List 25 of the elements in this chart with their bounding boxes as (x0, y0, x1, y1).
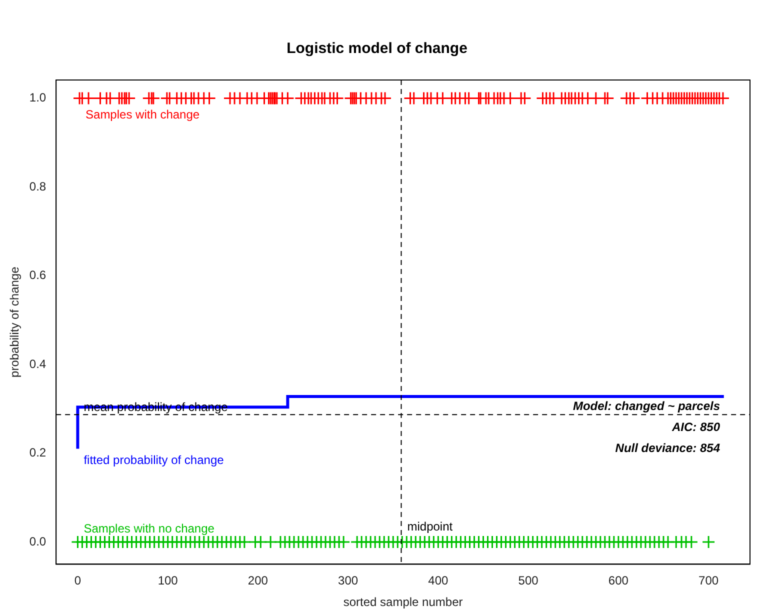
series-label: Samples with change (86, 108, 200, 122)
y-axis-title: probability of change (8, 266, 22, 378)
x-tick-label: 500 (518, 574, 539, 588)
annotation: Null deviance: 854 (615, 441, 720, 456)
x-tick-label: 0 (74, 574, 82, 588)
annotation: Model: changed ~ parcels (572, 399, 720, 414)
y-tick-label: 0.6 (29, 268, 46, 282)
series-label: fitted probability of change (84, 453, 224, 468)
y-tick-label: 0.8 (29, 179, 46, 194)
y-tick-label: 1.0 (29, 90, 46, 105)
ref-line-label: mean probability of change (84, 400, 228, 414)
y-tick-label: 0.4 (29, 356, 46, 371)
x-tick-label: 700 (698, 574, 719, 588)
series-label: Samples with no change (84, 521, 215, 536)
x-tick-label: 100 (158, 574, 178, 588)
x-tick-label: 600 (608, 574, 629, 588)
y-tick-label: 0.2 (29, 446, 46, 460)
y-tick-label: 0.0 (29, 534, 46, 548)
x-tick-label: 300 (338, 574, 358, 588)
annotation: AIC: 850 (670, 420, 720, 434)
x-tick-label: 200 (248, 574, 268, 588)
chart-title: Logistic model of change (286, 40, 468, 58)
ref-line-label: midpoint (407, 520, 454, 534)
x-axis-title: sorted sample number (343, 595, 463, 610)
x-tick-label: 400 (428, 574, 449, 588)
